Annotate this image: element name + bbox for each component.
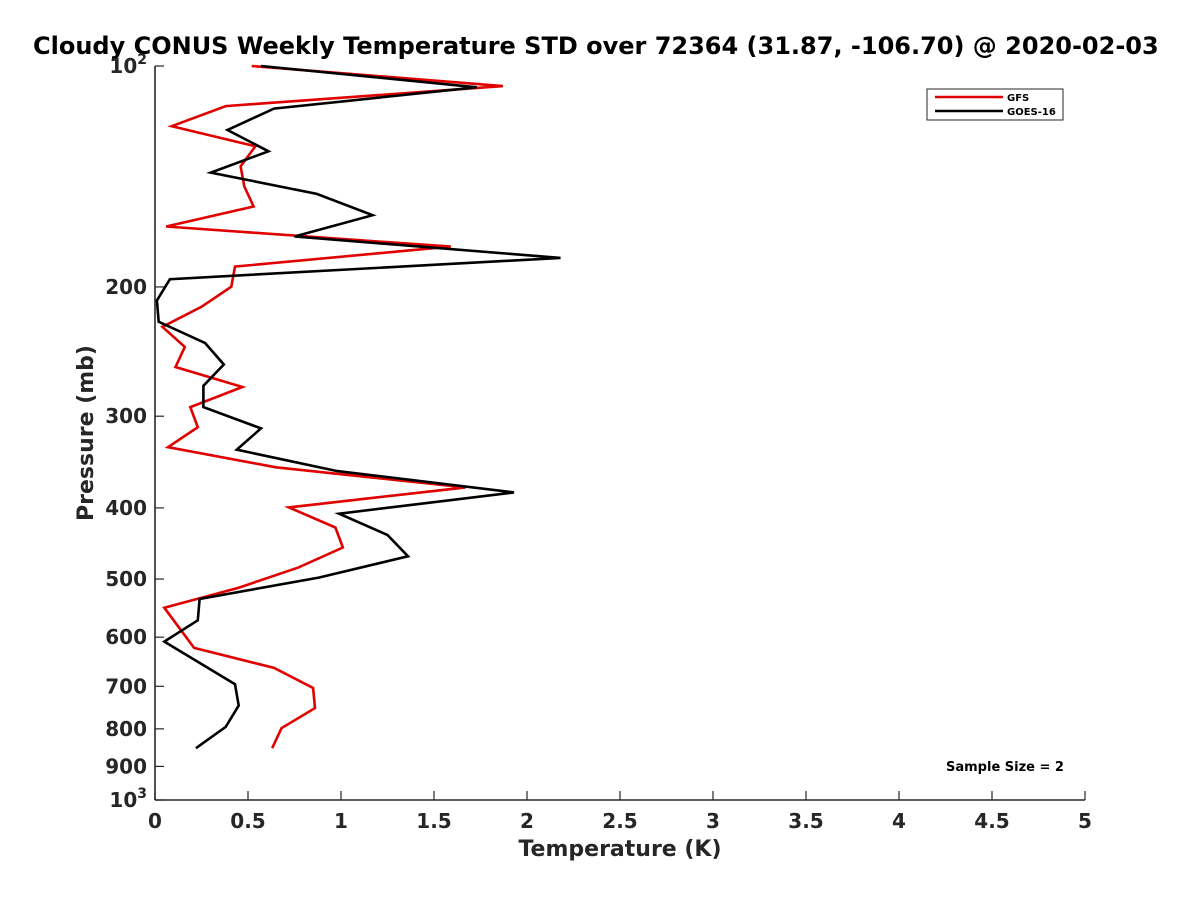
y-tick-label: 200 [105, 275, 147, 299]
legend: GFS GOES-16 [926, 88, 1064, 121]
y-tick-label: 800 [105, 717, 147, 741]
y-tick-label: 900 [105, 754, 147, 778]
x-axis-label: Temperature (K) [518, 837, 721, 862]
series-lines [155, 64, 561, 750]
y-ticks: 102 200 300 400 500 600 700 800 900 103 [105, 52, 164, 812]
x-tick-label: 2 [520, 809, 534, 833]
legend-label-goes16: GOES-16 [1007, 107, 1056, 118]
x-tick-label: 2.5 [602, 809, 637, 833]
sample-size-note: Sample Size = 2 [946, 760, 1064, 775]
x-tick-label: 3 [706, 809, 720, 833]
y-tick-label: 400 [105, 496, 147, 520]
chart-title: Cloudy CONUS Weekly Temperature STD over… [33, 32, 1159, 60]
y-tick-label: 500 [105, 567, 147, 591]
x-tick-label: 4 [892, 809, 906, 833]
legend-box [926, 88, 1064, 121]
x-tick-label: 3.5 [788, 809, 823, 833]
x-ticks: 0 0.5 1 1.5 2 2.5 3 3.5 4 4.5 5 [148, 791, 1092, 833]
y-axis-label: Pressure (mb) [74, 345, 99, 521]
y-tick-label: 700 [105, 674, 147, 698]
y-tick-label: 103 [109, 786, 147, 812]
legend-label-gfs: GFS [1007, 93, 1029, 104]
y-tick-label: 300 [105, 404, 147, 428]
x-tick-label: 5 [1078, 809, 1092, 833]
y-tick-label: 600 [105, 625, 147, 649]
y-tick-label: 102 [109, 52, 147, 78]
x-tick-label: 0 [148, 809, 162, 833]
x-tick-label: 1.5 [416, 809, 451, 833]
x-tick-label: 1 [334, 809, 348, 833]
x-tick-label: 4.5 [974, 809, 1009, 833]
series-line-goes16 [155, 64, 561, 750]
x-tick-label: 0.5 [230, 809, 265, 833]
